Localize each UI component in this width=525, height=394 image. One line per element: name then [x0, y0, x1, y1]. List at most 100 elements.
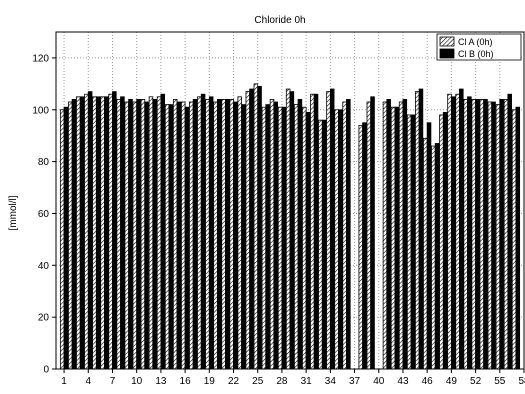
- bar-cl-a-8: [116, 99, 121, 370]
- bar-cl-a-32: [310, 93, 315, 370]
- x-tick-label: 46: [422, 376, 434, 387]
- tick-labels: 0 20 40 60 80 100 120 1 4 7 10 13 16 19 22 25 28 31 34 37 40…: [32, 53, 525, 387]
- bar-cl-b-8: [120, 96, 125, 370]
- chart-title: Chloride 0h: [254, 15, 305, 26]
- bar-cl-a-52: [471, 99, 476, 370]
- x-tick-label: 52: [470, 376, 482, 387]
- bar-cl-b-57: [515, 106, 521, 370]
- x-tick-label: 55: [494, 376, 506, 387]
- bar-cl-a-55: [495, 104, 501, 370]
- bar-cl-a-11: [140, 99, 146, 370]
- bar-cl-a-53: [479, 99, 485, 370]
- bar-cl-a-4: [84, 93, 89, 370]
- bar-cl-b-29: [289, 91, 295, 370]
- bar-cl-a-24: [245, 91, 251, 370]
- legend-label-cl-b: Cl B (0h): [458, 49, 494, 59]
- legend-label-cl-a: Cl A (0h): [458, 37, 493, 47]
- x-tick-label: 58: [518, 376, 525, 387]
- x-tick-label: 40: [373, 376, 385, 387]
- bar-cl-b-27: [273, 101, 278, 370]
- bar-cl-a-31: [302, 106, 307, 370]
- bar-cl-a-28: [277, 106, 283, 370]
- bar-cl-b-34: [329, 88, 335, 370]
- bar-cl-a-33: [318, 119, 323, 370]
- bar-cl-b-2: [71, 99, 77, 370]
- legend-swatch-cl-b: [439, 48, 455, 59]
- bar-cl-b-3: [79, 96, 85, 370]
- bar-cl-b-13: [160, 93, 166, 370]
- bar-cl-a-3: [76, 96, 81, 370]
- plot-frame: [55, 31, 525, 370]
- bar-cl-b-54: [491, 101, 496, 370]
- bar-cl-b-30: [297, 99, 303, 370]
- bar-cl-b-20: [216, 99, 222, 370]
- bar-cl-a-10: [132, 101, 138, 370]
- bar-cl-a-43: [398, 101, 404, 370]
- bar-cl-a-6: [100, 96, 105, 370]
- bar-cl-a-38: [358, 124, 364, 370]
- bar-cl-a-39: [366, 101, 372, 370]
- bar-cl-b-7: [112, 91, 117, 370]
- bar-cl-a-13: [156, 96, 162, 370]
- bar-cl-a-34: [326, 91, 331, 370]
- y-axis-label: [mmol/l]: [8, 195, 19, 230]
- x-tick-label: 28: [276, 376, 288, 387]
- bar-cl-b-9: [128, 99, 133, 370]
- bar-cl-a-46: [423, 137, 428, 370]
- bar-cl-a-44: [406, 114, 412, 370]
- bar-cl-a-29: [285, 88, 291, 370]
- bar-cl-a-30: [293, 104, 299, 370]
- bar-cl-b-56: [507, 93, 512, 370]
- bar-cl-b-4: [87, 91, 93, 370]
- bar-cl-b-47: [434, 143, 440, 370]
- bar-cl-b-11: [144, 101, 149, 370]
- bar-cl-a-7: [108, 93, 113, 370]
- x-tick-label: 4: [85, 376, 91, 387]
- y-tick-label: 0: [43, 365, 49, 376]
- bar-cl-b-31: [305, 111, 311, 370]
- bar-cl-a-1: [59, 109, 65, 370]
- bar-cl-b-5: [95, 96, 101, 370]
- bar-cl-b-16: [184, 106, 190, 370]
- bar-cl-a-9: [124, 101, 130, 370]
- bar-cl-b-39: [370, 96, 375, 370]
- bar-cl-b-55: [499, 99, 504, 370]
- bar-cl-a-36: [342, 101, 347, 370]
- x-tick-label: 34: [325, 376, 337, 387]
- bar-cl-a-57: [511, 109, 517, 370]
- bar-cl-b-24: [249, 88, 254, 370]
- axes: [52, 31, 525, 373]
- bar-cl-a-50: [455, 93, 460, 370]
- y-tick-label: 40: [38, 261, 50, 272]
- bar-cl-a-2: [68, 101, 73, 370]
- bar-cl-b-26: [265, 104, 270, 370]
- x-tick-label: 1: [61, 376, 67, 387]
- x-tick-label: 22: [228, 376, 240, 387]
- bar-cl-b-53: [483, 99, 488, 370]
- bar-cl-a-42: [390, 106, 396, 370]
- bar-cl-a-47: [431, 145, 436, 370]
- bar-cl-b-19: [208, 96, 214, 370]
- bar-cl-a-35: [334, 109, 339, 370]
- bar-cl-b-35: [338, 109, 343, 370]
- legend: Cl A (0h) Cl B (0h): [436, 33, 522, 61]
- bar-cl-a-23: [237, 96, 242, 370]
- bar-cl-b-25: [257, 86, 262, 370]
- bar-cl-a-54: [487, 101, 493, 370]
- bar-cl-b-22: [233, 101, 238, 370]
- bar-cl-a-19: [205, 99, 210, 370]
- bar-cl-a-25: [253, 83, 259, 370]
- x-tick-label: 37: [349, 376, 361, 387]
- x-tick-label: 16: [180, 376, 192, 387]
- x-tick-label: 19: [204, 376, 216, 387]
- x-tick-label: 7: [110, 376, 116, 387]
- bar-cl-b-14: [168, 104, 174, 370]
- bar-cl-b-46: [426, 122, 432, 370]
- bar-cl-b-38: [362, 122, 367, 370]
- bar-cl-b-42: [394, 106, 400, 370]
- y-tick-label: 60: [38, 209, 50, 220]
- bar-cl-b-1: [63, 106, 69, 370]
- y-tick-label: 120: [32, 53, 49, 64]
- bar-cl-a-18: [197, 96, 202, 370]
